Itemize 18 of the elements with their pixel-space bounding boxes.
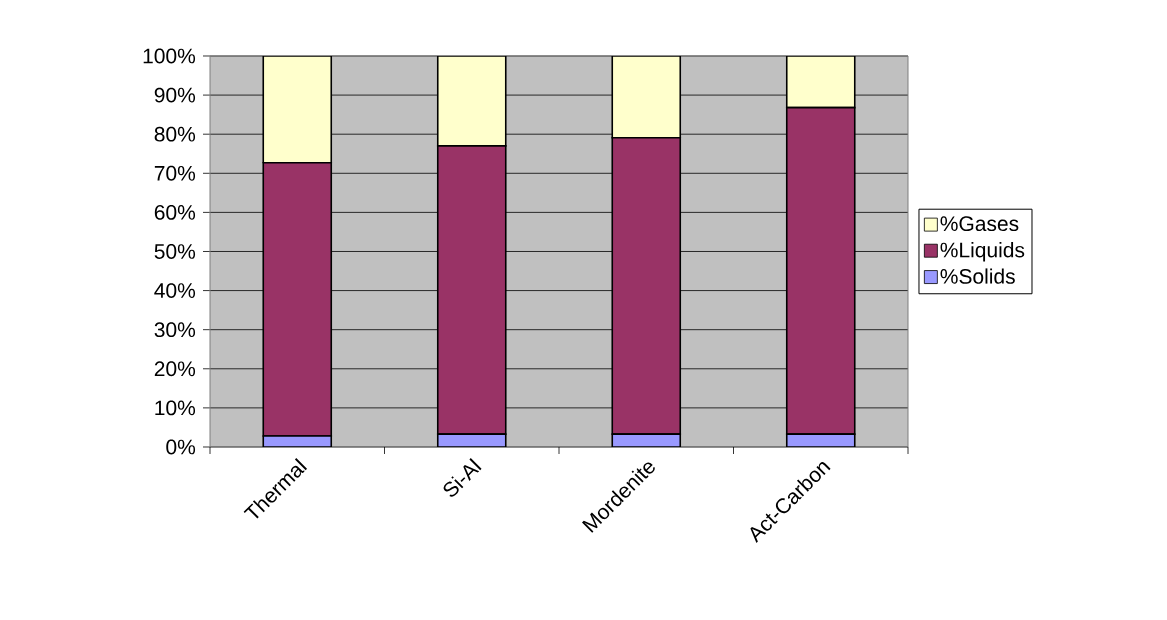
legend-label: %Gases: [940, 216, 1019, 232]
legend-label: %Liquids: [940, 242, 1025, 262]
bar: [785, 55, 856, 109]
legend-label: %Solids: [940, 268, 1015, 284]
y-tick-label: 0%: [166, 439, 196, 455]
y-tick-label: 70%: [154, 165, 196, 181]
y-tick-label: 40%: [154, 283, 196, 299]
bar: [436, 55, 507, 147]
y-tick-label: 80%: [154, 126, 196, 142]
y-tick-label: 30%: [154, 322, 196, 338]
bar: [262, 55, 333, 164]
y-tick-label: 10%: [155, 400, 196, 416]
y-tick-label: 90%: [154, 87, 196, 103]
y-tick-label: 100%: [143, 48, 196, 64]
bar: [611, 55, 682, 139]
y-tick-label: 50%: [154, 244, 196, 259]
y-tick-label: 20%: [154, 361, 196, 377]
y-tick-label: 60%: [154, 204, 196, 220]
